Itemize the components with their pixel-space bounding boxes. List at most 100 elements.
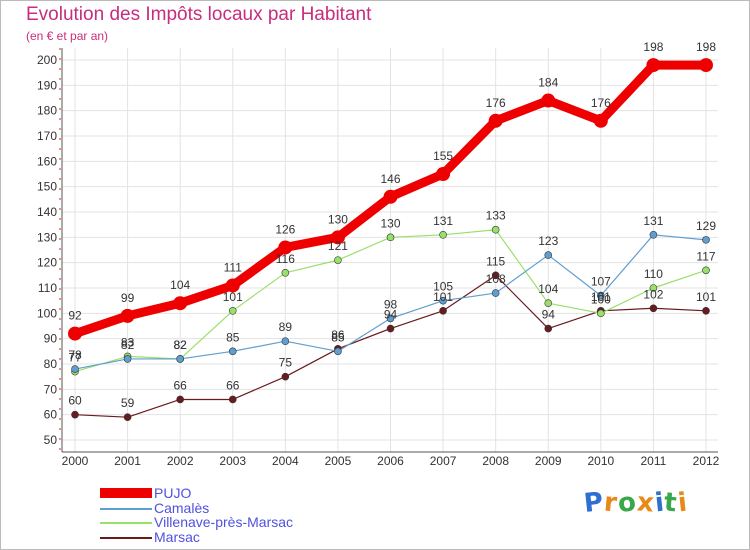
y-tick-label: 100: [37, 306, 57, 320]
data-point: [597, 309, 605, 318]
data-label: 131: [433, 214, 453, 228]
data-label: 66: [173, 378, 187, 392]
x-tick-label: 2002: [167, 454, 194, 468]
data-point: [593, 113, 608, 128]
data-point: [544, 251, 553, 259]
legend-swatch: [100, 522, 152, 524]
data-label: 101: [696, 290, 716, 304]
data-point: [649, 231, 658, 239]
y-tick-label: 110: [38, 281, 57, 295]
data-point: [699, 58, 713, 73]
data-label: 123: [538, 234, 558, 248]
x-tick-label: 2003: [219, 454, 246, 468]
data-point: [436, 167, 451, 181]
data-point: [439, 306, 447, 315]
data-point: [544, 299, 553, 308]
data-point: [281, 337, 290, 346]
y-tick-label: 180: [37, 104, 57, 118]
data-label: 155: [433, 149, 453, 163]
data-label: 101: [591, 290, 611, 304]
data-point: [71, 365, 79, 373]
x-tick-label: 2006: [377, 454, 404, 468]
data-point: [228, 395, 237, 404]
y-tick-label: 170: [37, 129, 57, 143]
data-point: [544, 324, 553, 333]
x-tick-label: 2012: [693, 454, 720, 468]
data-point: [439, 231, 447, 239]
data-label: 83: [121, 335, 135, 349]
y-tick-label: 70: [44, 382, 58, 396]
data-point: [334, 347, 342, 356]
data-label: 101: [433, 290, 453, 304]
legend-label: Camalès: [154, 500, 210, 516]
data-label: 130: [380, 216, 400, 230]
legend-label: Marsac: [154, 529, 200, 545]
data-label: 78: [68, 348, 82, 362]
x-tick-label: 2010: [587, 454, 614, 468]
y-tick-label: 160: [37, 154, 57, 168]
data-point: [228, 347, 237, 356]
y-tick-label: 200: [37, 53, 57, 67]
data-label: 94: [384, 308, 398, 322]
data-point: [330, 230, 345, 245]
data-point: [173, 296, 188, 311]
data-label: 75: [279, 356, 293, 370]
data-point: [281, 372, 290, 381]
data-point: [541, 93, 556, 108]
data-label: 126: [275, 222, 295, 236]
data-label: 198: [696, 40, 716, 54]
data-label: 121: [328, 239, 348, 253]
data-label: 82: [121, 338, 135, 352]
data-point: [646, 58, 661, 73]
y-tick-label: 120: [37, 256, 57, 270]
data-label: 115: [486, 254, 505, 268]
data-label: 92: [68, 309, 82, 323]
data-label: 101: [223, 290, 243, 304]
data-point: [386, 233, 395, 242]
y-tick-label: 140: [37, 205, 57, 219]
data-label: 98: [384, 297, 398, 311]
x-tick-label: 2007: [430, 454, 457, 468]
data-point: [649, 284, 658, 292]
data-label: 110: [644, 267, 663, 281]
data-label: 105: [433, 280, 453, 294]
data-label: 102: [643, 287, 663, 301]
data-label: 198: [643, 40, 663, 54]
data-point: [281, 268, 290, 277]
data-label: 59: [121, 396, 135, 410]
data-point: [123, 413, 132, 422]
data-point: [120, 308, 135, 323]
data-label: 116: [276, 252, 295, 266]
data-point: [71, 410, 79, 419]
y-tick-label: 130: [37, 230, 57, 244]
data-point: [123, 355, 132, 363]
y-tick-label: 90: [44, 332, 58, 346]
data-label: 104: [538, 282, 558, 296]
data-label: 133: [486, 209, 506, 223]
data-point: [383, 189, 398, 204]
data-label: 184: [538, 76, 558, 90]
data-label: 85: [331, 330, 345, 344]
data-label: 117: [696, 249, 715, 263]
data-label: 82: [173, 338, 187, 352]
data-label: 66: [226, 378, 240, 392]
data-point: [597, 291, 605, 300]
data-label: 131: [643, 214, 663, 228]
data-label: 129: [696, 219, 716, 233]
data-label: 146: [380, 172, 400, 186]
data-point: [702, 236, 710, 244]
data-point: [649, 304, 658, 313]
data-point: [702, 306, 710, 315]
data-point: [386, 324, 395, 333]
x-tick-label: 2009: [535, 454, 562, 468]
data-point: [491, 225, 500, 234]
y-tick-label: 190: [37, 78, 57, 92]
x-tick-label: 2008: [482, 454, 509, 468]
data-point: [176, 395, 184, 404]
data-label: 99: [121, 291, 135, 305]
data-point: [491, 289, 500, 297]
data-point: [491, 271, 500, 280]
y-tick-label: 80: [44, 357, 58, 371]
data-point: [68, 326, 82, 341]
